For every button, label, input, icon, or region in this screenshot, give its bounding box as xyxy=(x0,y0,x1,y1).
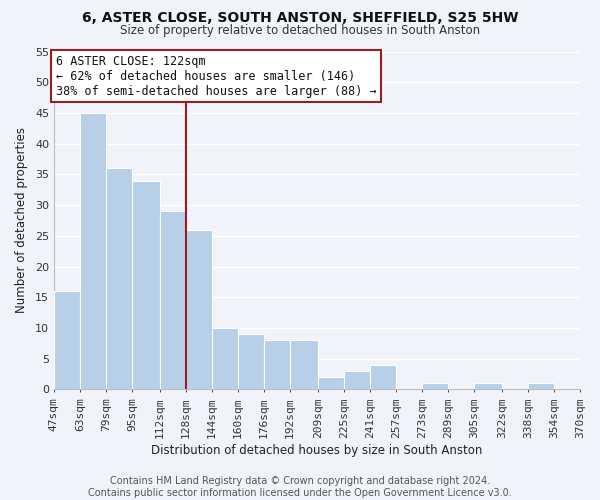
Bar xyxy=(474,384,502,390)
Text: 6 ASTER CLOSE: 122sqm
← 62% of detached houses are smaller (146)
38% of semi-det: 6 ASTER CLOSE: 122sqm ← 62% of detached … xyxy=(56,54,376,98)
Bar xyxy=(160,211,186,390)
Bar xyxy=(264,340,290,390)
Bar xyxy=(238,334,264,390)
Y-axis label: Number of detached properties: Number of detached properties xyxy=(15,128,28,314)
Bar xyxy=(186,230,212,390)
Bar xyxy=(212,328,238,390)
Text: Size of property relative to detached houses in South Anston: Size of property relative to detached ho… xyxy=(120,24,480,37)
Bar xyxy=(318,377,344,390)
X-axis label: Distribution of detached houses by size in South Anston: Distribution of detached houses by size … xyxy=(151,444,482,458)
Bar xyxy=(344,371,370,390)
Bar xyxy=(54,291,80,390)
Bar xyxy=(80,113,106,390)
Bar xyxy=(528,384,554,390)
Bar xyxy=(370,365,396,390)
Bar xyxy=(422,384,448,390)
Text: 6, ASTER CLOSE, SOUTH ANSTON, SHEFFIELD, S25 5HW: 6, ASTER CLOSE, SOUTH ANSTON, SHEFFIELD,… xyxy=(82,11,518,25)
Bar xyxy=(290,340,318,390)
Bar xyxy=(132,180,160,390)
Bar xyxy=(106,168,132,390)
Text: Contains HM Land Registry data © Crown copyright and database right 2024.
Contai: Contains HM Land Registry data © Crown c… xyxy=(88,476,512,498)
